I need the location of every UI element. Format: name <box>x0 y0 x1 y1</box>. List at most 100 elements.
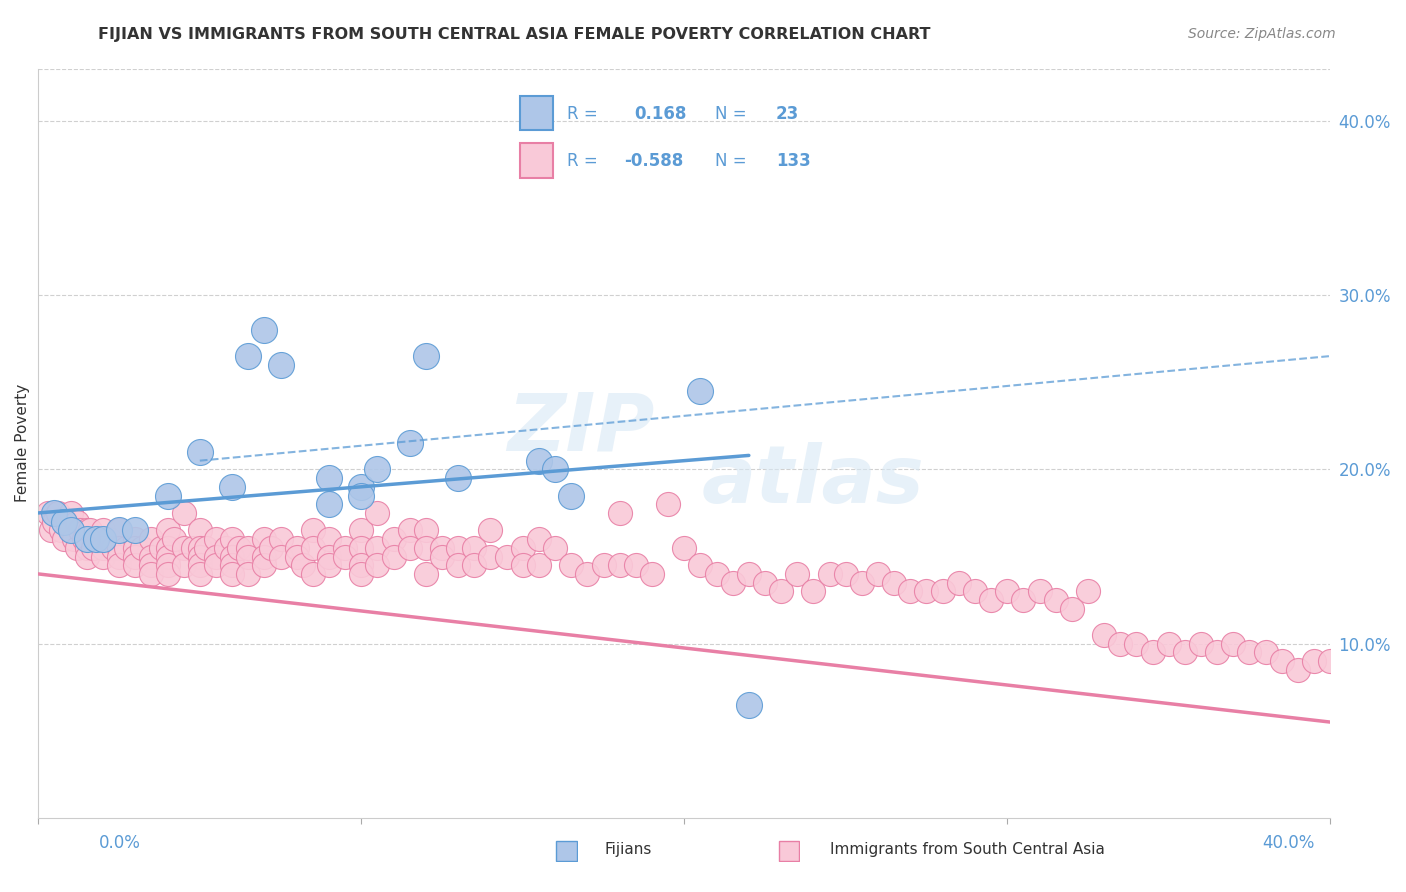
Point <box>86 532 108 546</box>
Point <box>124 524 146 538</box>
Point <box>350 541 373 555</box>
Point <box>108 558 131 573</box>
Point <box>173 506 195 520</box>
Point <box>183 541 205 555</box>
Point <box>285 541 308 555</box>
Point <box>1206 645 1229 659</box>
Point <box>463 541 485 555</box>
Point <box>253 549 276 564</box>
Point <box>124 558 146 573</box>
Point <box>657 497 679 511</box>
Point <box>366 541 388 555</box>
Point <box>382 549 405 564</box>
Point <box>382 532 405 546</box>
Point <box>689 384 711 398</box>
Point <box>302 566 325 581</box>
Point <box>366 506 388 520</box>
Point <box>76 541 98 555</box>
Point <box>1109 637 1132 651</box>
Point <box>63 532 86 546</box>
Point <box>1222 637 1244 651</box>
Point <box>963 584 986 599</box>
Point <box>37 506 59 520</box>
Point <box>46 506 69 520</box>
Point <box>188 445 211 459</box>
Text: R =: R = <box>567 152 598 169</box>
Text: N =: N = <box>716 104 747 123</box>
Point <box>576 566 599 581</box>
Point <box>56 515 79 529</box>
Point <box>851 575 873 590</box>
Point <box>544 541 567 555</box>
Point <box>479 549 502 564</box>
Point <box>238 549 260 564</box>
Point <box>689 558 711 573</box>
Point <box>270 532 292 546</box>
FancyBboxPatch shape <box>520 96 554 130</box>
Point <box>415 541 437 555</box>
Point <box>770 584 793 599</box>
Point <box>156 566 179 581</box>
Point <box>366 558 388 573</box>
Point <box>114 541 136 555</box>
Point <box>59 506 82 520</box>
Text: 23: 23 <box>776 104 800 123</box>
Point <box>156 489 179 503</box>
Point <box>205 549 228 564</box>
Point <box>141 566 163 581</box>
Text: Source: ZipAtlas.com: Source: ZipAtlas.com <box>1188 27 1336 41</box>
Point <box>333 541 356 555</box>
Point <box>195 541 218 555</box>
Point <box>803 584 825 599</box>
Point <box>205 532 228 546</box>
Point <box>124 541 146 555</box>
Point <box>98 532 121 546</box>
Point <box>79 524 101 538</box>
Point <box>188 566 211 581</box>
Point <box>883 575 905 590</box>
Point <box>188 558 211 573</box>
Point <box>221 566 243 581</box>
Point <box>398 541 420 555</box>
Point <box>980 593 1002 607</box>
Point <box>285 549 308 564</box>
Text: -0.588: -0.588 <box>624 152 683 169</box>
Point <box>560 489 582 503</box>
Point <box>49 524 72 538</box>
Point <box>818 566 841 581</box>
Point <box>544 462 567 476</box>
Point <box>350 558 373 573</box>
Point <box>238 541 260 555</box>
Point <box>156 549 179 564</box>
Point <box>108 524 131 538</box>
Point <box>188 541 211 555</box>
Point <box>318 471 340 485</box>
Y-axis label: Female Poverty: Female Poverty <box>15 384 30 502</box>
Point <box>1286 663 1309 677</box>
Text: N =: N = <box>716 152 747 169</box>
Point <box>350 566 373 581</box>
Point <box>673 541 696 555</box>
Point <box>786 566 808 581</box>
Point <box>66 541 89 555</box>
Point <box>609 558 631 573</box>
Point <box>415 566 437 581</box>
Point <box>173 558 195 573</box>
Point <box>527 558 550 573</box>
Point <box>270 358 292 372</box>
Point <box>527 453 550 467</box>
Point <box>1157 637 1180 651</box>
Point <box>931 584 953 599</box>
Point <box>318 532 340 546</box>
Point <box>1092 628 1115 642</box>
Point <box>59 524 82 538</box>
Point <box>124 532 146 546</box>
Point <box>101 541 124 555</box>
Point <box>318 558 340 573</box>
Point <box>1045 593 1067 607</box>
Text: R =: R = <box>567 104 598 123</box>
Point <box>72 532 94 546</box>
Point <box>156 558 179 573</box>
Text: FIJIAN VS IMMIGRANTS FROM SOUTH CENTRAL ASIA FEMALE POVERTY CORRELATION CHART: FIJIAN VS IMMIGRANTS FROM SOUTH CENTRAL … <box>98 27 931 42</box>
Point <box>527 532 550 546</box>
